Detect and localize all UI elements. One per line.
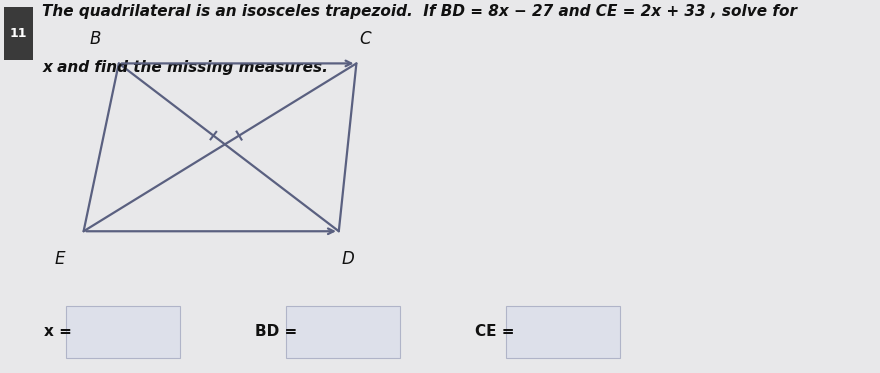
Bar [286,306,400,358]
Text: x =: x = [44,325,72,339]
Text: D: D [341,250,354,268]
Text: 11: 11 [10,27,27,40]
Text: C: C [359,31,371,48]
Bar [66,306,180,358]
Text: x and find the missing measures.: x and find the missing measures. [42,60,328,75]
Text: BD =: BD = [255,325,297,339]
Text: CE =: CE = [475,325,515,339]
Text: E: E [55,250,65,268]
Text: B: B [90,31,100,48]
Bar [506,306,620,358]
Bar [4,7,33,60]
Text: The quadrilateral is an isosceles trapezoid.  If BD = 8x − 27 and CE = 2x + 33 ,: The quadrilateral is an isosceles trapez… [42,4,797,19]
